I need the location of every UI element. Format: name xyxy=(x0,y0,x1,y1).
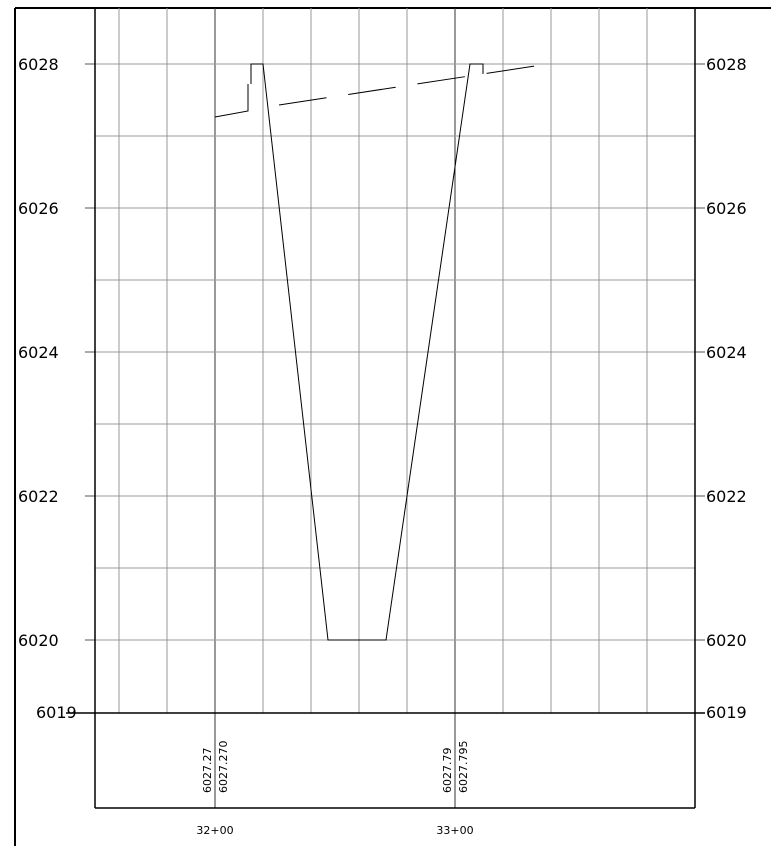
left-elev-label: 6022 xyxy=(18,487,59,506)
existing-ground-dashed xyxy=(278,65,536,106)
station-reading: 6027.270 xyxy=(217,741,230,794)
left-elev-label: 6019 xyxy=(36,703,77,722)
tick-stubs xyxy=(85,63,705,641)
right-elev-label: 6020 xyxy=(706,631,747,650)
station-reading: 6027.79 xyxy=(441,748,454,794)
station-grid xyxy=(214,8,456,808)
station-label: 33+00 xyxy=(436,824,473,837)
right-elev-label: 6019 xyxy=(706,703,747,722)
right-elev-label: 6022 xyxy=(706,487,747,506)
vertical-grid xyxy=(118,8,648,713)
right-elev-label: 6026 xyxy=(706,199,747,218)
left-elev-label: 6020 xyxy=(18,631,59,650)
station-label: 32+00 xyxy=(196,824,233,837)
proposed-profile xyxy=(250,63,484,641)
right-elev-label: 6024 xyxy=(706,343,747,362)
left-elev-label: 6026 xyxy=(18,199,59,218)
left-elev-label: 6028 xyxy=(18,55,59,74)
existing-ground-left xyxy=(214,84,249,118)
horizontal-grid xyxy=(95,63,695,641)
station-reading: 6027.27 xyxy=(201,748,214,794)
left-elev-label: 6024 xyxy=(18,343,59,362)
right-elev-label: 6028 xyxy=(706,55,747,74)
station-reading: 6027.795 xyxy=(457,741,470,794)
